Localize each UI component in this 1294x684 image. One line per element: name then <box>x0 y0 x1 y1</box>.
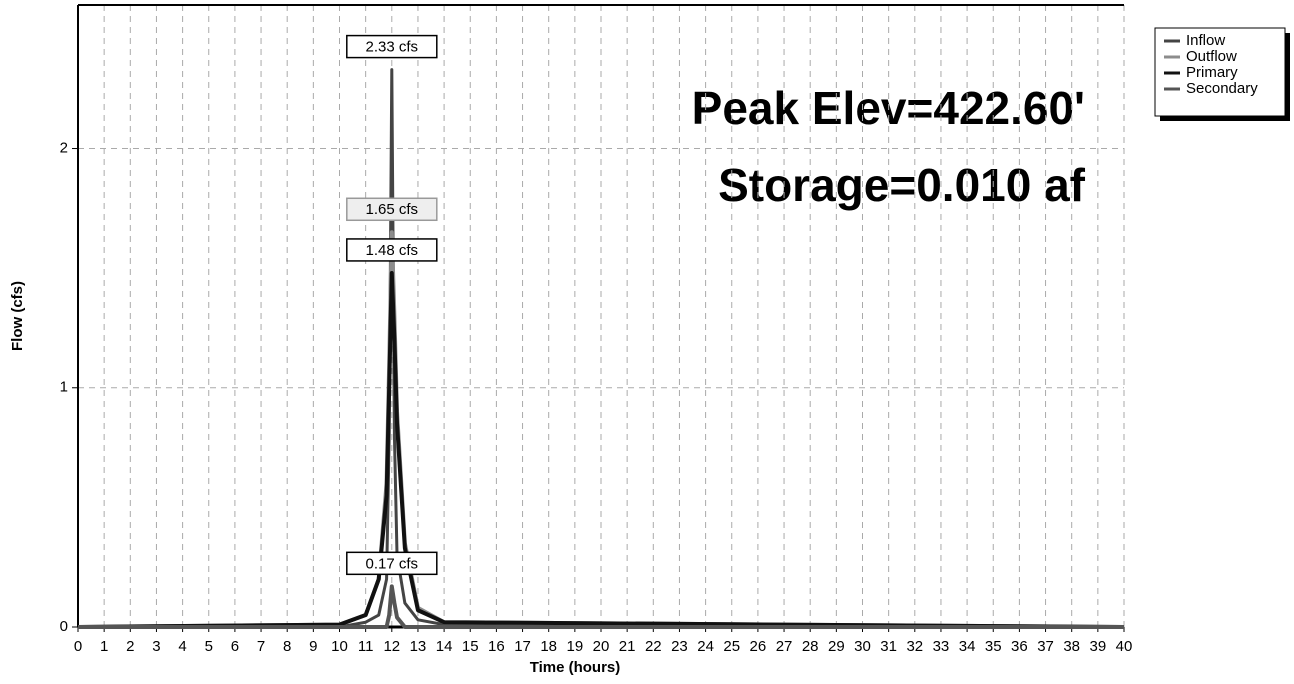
legend-label: Primary <box>1186 64 1238 81</box>
x-axis-label: Time (hours) <box>530 659 621 676</box>
x-tick-label: 27 <box>776 638 793 655</box>
legend-label: Outflow <box>1186 48 1237 65</box>
series-line <box>78 68 1125 629</box>
value-label: 0.17 cfs <box>366 555 419 572</box>
y-axis-label: Flow (cfs) <box>9 281 26 351</box>
y-tick-label: 0 <box>60 618 68 635</box>
x-tick-label: 24 <box>697 638 714 655</box>
x-tick-label: 35 <box>985 638 1002 655</box>
series-line <box>77 270 1125 629</box>
x-tick-label: 17 <box>514 638 531 655</box>
value-label: 1.65 cfs <box>366 201 419 218</box>
x-tick-label: 1 <box>100 638 108 655</box>
value-label-box <box>346 34 438 59</box>
x-tick-label: 11 <box>358 638 374 655</box>
x-tick-label: 40 <box>1116 638 1133 655</box>
x-tick-label: 25 <box>723 638 740 655</box>
x-tick-label: 8 <box>283 638 291 655</box>
x-tick-label: 36 <box>1011 638 1028 655</box>
x-tick-label: 29 <box>828 638 845 655</box>
legend-label: Secondary <box>1186 80 1258 97</box>
legend-label: Inflow <box>1186 32 1225 49</box>
x-tick-label: 0 <box>74 638 82 655</box>
x-tick-label: 39 <box>1090 638 1107 655</box>
x-tick-label: 37 <box>1037 638 1054 655</box>
value-label: 2.33 cfs <box>366 39 419 56</box>
x-tick-label: 21 <box>619 638 636 655</box>
x-tick-label: 15 <box>462 638 479 655</box>
x-tick-label: 38 <box>1063 638 1080 655</box>
x-tick-label: 26 <box>750 638 767 655</box>
x-tick-label: 13 <box>410 638 427 655</box>
x-tick-label: 30 <box>854 638 871 655</box>
x-tick-label: 22 <box>645 638 662 655</box>
x-tick-label: 34 <box>959 638 976 655</box>
y-tick-label: 1 <box>60 379 68 396</box>
x-tick-label: 19 <box>567 638 584 655</box>
value-label-box <box>346 551 438 576</box>
x-tick-label: 12 <box>383 638 400 655</box>
x-tick-label: 6 <box>231 638 239 655</box>
x-tick-label: 16 <box>488 638 505 655</box>
x-tick-label: 9 <box>309 638 317 655</box>
x-tick-label: 3 <box>152 638 160 655</box>
x-tick-label: 14 <box>436 638 453 655</box>
y-tick-label: 2 <box>60 140 68 157</box>
value-label-box <box>346 238 438 262</box>
value-label: 1.48 cfs <box>366 242 419 259</box>
x-tick-label: 28 <box>802 638 819 655</box>
x-tick-label: 18 <box>540 638 557 655</box>
x-tick-label: 10 <box>331 638 348 655</box>
series-line <box>78 584 1124 629</box>
x-tick-label: 7 <box>257 638 265 655</box>
x-tick-label: 4 <box>178 638 186 655</box>
x-tick-label: 20 <box>593 638 610 655</box>
x-tick-label: 23 <box>671 638 688 655</box>
x-tick-label: 5 <box>205 638 213 655</box>
x-tick-label: 2 <box>126 638 134 655</box>
x-tick-label: 32 <box>906 638 923 655</box>
annotation: Storage=0.010 af <box>718 159 1086 211</box>
x-tick-label: 33 <box>933 638 950 655</box>
x-tick-label: 31 <box>880 638 897 655</box>
value-label-box <box>346 197 438 222</box>
